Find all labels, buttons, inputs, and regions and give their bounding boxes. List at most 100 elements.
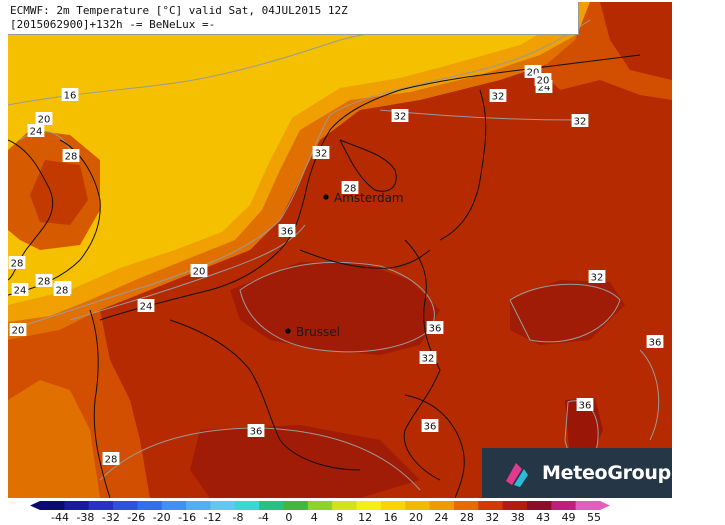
svg-text:32: 32 bbox=[492, 92, 505, 103]
border-france-belgium bbox=[169, 319, 361, 471]
legend-label: 20 bbox=[409, 511, 423, 524]
legend-swatch bbox=[161, 501, 187, 510]
legend-swatch bbox=[380, 501, 406, 510]
svg-text:32: 32 bbox=[574, 117, 587, 128]
contour-lines bbox=[8, 9, 660, 491]
legend-label: 4 bbox=[310, 511, 318, 524]
contour-label: 32 bbox=[489, 89, 507, 103]
legend-swatch bbox=[113, 501, 138, 510]
amsterdam-marker-icon bbox=[323, 194, 329, 200]
legend-label: 24 bbox=[434, 511, 449, 524]
contour-label: 28 bbox=[35, 274, 53, 288]
contour-label: 28 bbox=[62, 149, 80, 163]
legend-swatch bbox=[64, 501, 90, 510]
contour-line bbox=[509, 283, 621, 343]
header-title: ECMWF: 2m Temperature [°C] valid Sat, 04… bbox=[10, 4, 348, 17]
legend-color-bar bbox=[30, 501, 610, 510]
svg-text:24: 24 bbox=[140, 302, 153, 313]
svg-text:36: 36 bbox=[649, 338, 662, 349]
temperature-area-36 bbox=[230, 262, 440, 355]
contour-label: 28 bbox=[53, 283, 71, 297]
svg-text:28: 28 bbox=[105, 455, 118, 466]
legend-swatch bbox=[137, 501, 163, 510]
contour-label: 20 bbox=[9, 323, 27, 337]
logo-text: MeteoGroup bbox=[542, 462, 671, 484]
map-fill bbox=[8, 2, 672, 498]
legend-label: 43 bbox=[536, 511, 551, 524]
border-luxembourg bbox=[404, 394, 465, 498]
legend-labels: -44 -38 -32 -26 -20 -16 -12 -8 -4 0 4 8 12 16 20 24 28 32… bbox=[0, 511, 725, 525]
svg-text:32: 32 bbox=[394, 112, 407, 123]
svg-text:36: 36 bbox=[429, 324, 442, 335]
svg-text:32: 32 bbox=[591, 273, 604, 284]
city-label-brussel: Brussel bbox=[296, 325, 340, 339]
contour-label: 32 bbox=[391, 109, 409, 123]
legend-label: 0 bbox=[285, 511, 293, 524]
contour-labels: 1620242832362024283236283236282028323236… bbox=[8, 65, 664, 466]
temperature-area-36-south bbox=[190, 425, 420, 498]
legend-swatch bbox=[234, 501, 260, 510]
svg-text:36: 36 bbox=[579, 401, 592, 412]
contour-label: 16 bbox=[61, 88, 79, 102]
coastline-ijsselmeer bbox=[339, 139, 397, 192]
meteogroup-logo-icon bbox=[506, 463, 528, 487]
svg-text:28: 28 bbox=[38, 277, 51, 288]
legend-label: -16 bbox=[178, 511, 197, 524]
temperature-area-sw-ring bbox=[8, 380, 100, 498]
legend-label: -32 bbox=[101, 511, 120, 524]
contour-label: 32 bbox=[588, 270, 606, 284]
contour-label: 24 bbox=[137, 299, 155, 313]
legend-label: -44 bbox=[51, 511, 69, 524]
legend-swatch bbox=[429, 501, 455, 510]
legend-arrow-right-icon bbox=[600, 501, 610, 510]
svg-text:20: 20 bbox=[527, 68, 540, 79]
temperature-area-uk-inland bbox=[30, 160, 88, 225]
legend-swatch bbox=[478, 501, 504, 510]
contour-label: 32 bbox=[312, 146, 330, 160]
legend-swatch bbox=[307, 501, 333, 510]
svg-text:36: 36 bbox=[250, 427, 263, 438]
contour-label: 36 bbox=[278, 224, 296, 238]
header-subtitle: [2015062900]+132h -= BeNeLux =- bbox=[10, 18, 216, 31]
svg-text:24: 24 bbox=[538, 83, 551, 94]
legend-label: -38 bbox=[76, 511, 95, 524]
legend-label: 16 bbox=[383, 511, 398, 524]
legend-label: -12 bbox=[203, 511, 222, 524]
svg-text:28: 28 bbox=[344, 184, 357, 195]
svg-text:20: 20 bbox=[12, 326, 25, 337]
contour-label: 28 bbox=[341, 181, 359, 195]
contour-label: 24 bbox=[11, 283, 29, 297]
legend-swatch bbox=[453, 501, 479, 510]
legend-label: 38 bbox=[510, 511, 525, 524]
contour-label: 20 bbox=[35, 112, 53, 126]
legend-swatch bbox=[259, 501, 284, 510]
svg-text:24: 24 bbox=[14, 286, 27, 297]
svg-text:32: 32 bbox=[422, 354, 435, 365]
legend-label: 49 bbox=[561, 511, 576, 524]
legend-swatch bbox=[502, 501, 528, 510]
contour-label: 36 bbox=[576, 398, 594, 412]
border-netherlands-belgium bbox=[299, 249, 431, 269]
contour-label: 24 bbox=[27, 124, 45, 138]
legend-label: 55 bbox=[587, 511, 601, 524]
svg-text:20: 20 bbox=[38, 115, 51, 126]
legend-swatch bbox=[551, 501, 577, 510]
svg-text:36: 36 bbox=[281, 227, 294, 238]
contour-line bbox=[69, 224, 306, 321]
contour-label: 28 bbox=[8, 256, 26, 270]
legend-label: -20 bbox=[152, 511, 171, 524]
svg-text:20: 20 bbox=[537, 76, 550, 87]
contour-label: 36 bbox=[421, 419, 439, 433]
contour-label: 28 bbox=[102, 452, 120, 466]
contour-label: 36 bbox=[247, 424, 265, 438]
legend-label: 8 bbox=[336, 511, 344, 524]
temperature-area-northeast-hot bbox=[600, 2, 672, 80]
svg-text:20: 20 bbox=[193, 267, 206, 278]
legend-swatch bbox=[88, 501, 114, 510]
svg-text:28: 28 bbox=[11, 259, 24, 270]
contour-label: 36 bbox=[426, 321, 444, 335]
svg-text:28: 28 bbox=[56, 286, 69, 297]
svg-text:28: 28 bbox=[65, 152, 78, 163]
legend-swatch bbox=[356, 501, 382, 510]
legend-label: -8 bbox=[232, 511, 244, 524]
